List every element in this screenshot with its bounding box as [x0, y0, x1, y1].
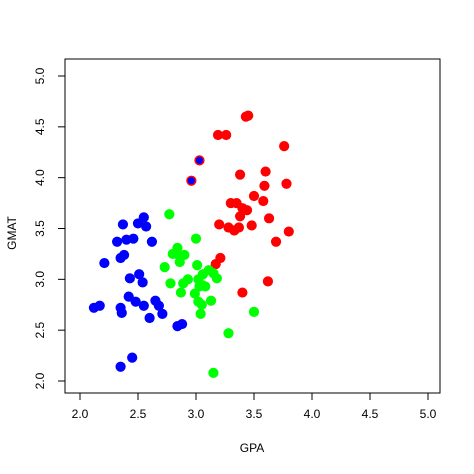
scatter-point	[132, 218, 144, 229]
x-axis-tick-label: 3.0	[188, 407, 205, 421]
x-axis-tick-label: 5.0	[420, 407, 437, 421]
points-layer	[88, 110, 294, 378]
scatter-point	[270, 236, 282, 247]
scatter-point	[233, 222, 245, 233]
x-axis-title: GPA	[240, 441, 264, 455]
scatter-point	[211, 273, 222, 284]
scatter-point	[187, 177, 195, 185]
scatter-point	[121, 234, 132, 245]
y-axis-tick-label: 3.0	[33, 271, 47, 288]
scatter-point	[237, 287, 248, 298]
scatter-point	[134, 269, 145, 280]
scatter-point	[138, 300, 149, 311]
scatter-point	[172, 321, 183, 332]
x-axis-tick-label: 2.0	[72, 407, 89, 421]
scatter-point	[157, 308, 168, 319]
y-axis-tick-label: 4.5	[33, 118, 47, 135]
x-axis-tick-label: 4.5	[362, 407, 379, 421]
scatter-point	[214, 219, 225, 230]
scatter-point	[117, 219, 129, 230]
scatter-point	[189, 288, 200, 299]
scatter-point	[248, 306, 260, 317]
y-axis-tick-label: 2.5	[33, 322, 47, 339]
scatter-point	[165, 278, 176, 289]
scatter-point	[192, 260, 203, 271]
scatter-point	[153, 300, 164, 311]
scatter-point	[196, 299, 207, 310]
x-axis: 2.0 2.5 3.0 3.5 4.0 4.5 5.0	[72, 392, 437, 421]
scatter-point	[127, 352, 138, 363]
scatter-point	[208, 367, 219, 378]
scatter-point	[115, 252, 126, 264]
scatter-point	[246, 220, 257, 231]
scatter-point	[210, 258, 221, 270]
scatter-point	[263, 213, 275, 224]
scatter-point	[130, 296, 141, 307]
scatter-point	[234, 169, 246, 180]
scatter-point	[167, 248, 178, 260]
scatter-point	[283, 226, 294, 237]
scatter-point	[94, 300, 105, 311]
scatter-point	[195, 308, 206, 319]
scatter-point	[178, 278, 189, 289]
scatter-point	[200, 281, 211, 292]
scatter-point	[223, 328, 234, 339]
scatter-point	[112, 236, 123, 247]
scatter-point	[115, 361, 126, 372]
y-axis: 2.0 2.5 3.0 3.5 4.0 4.5 5.0	[33, 67, 66, 389]
scatter-point	[195, 156, 204, 164]
x-axis-tick-label: 2.5	[130, 407, 147, 421]
scatter-point	[281, 178, 292, 189]
scatter-point	[258, 195, 269, 207]
x-axis-tick-label: 4.0	[304, 407, 321, 421]
scatter-point	[234, 211, 246, 222]
scatter-point	[190, 233, 202, 244]
scatter-point	[260, 166, 271, 177]
scatter-point	[99, 257, 110, 269]
scatter-point	[241, 205, 253, 216]
scatter-point	[159, 262, 170, 273]
y-axis-tick-label: 2.0	[33, 372, 47, 389]
scatter-point	[262, 276, 274, 287]
scatter-point	[141, 221, 152, 232]
scatter-point	[243, 110, 254, 121]
scatter-point	[279, 141, 290, 152]
scatter-series-3	[159, 209, 260, 378]
scatter-point	[174, 256, 185, 268]
scatter-point	[146, 236, 158, 247]
scatter-point	[221, 129, 232, 141]
scatter-point	[248, 190, 260, 202]
scatter-point	[144, 312, 155, 324]
y-axis-title: GMAT	[5, 215, 19, 249]
y-axis-tick-label: 3.5	[33, 220, 47, 237]
scatter-point	[137, 277, 148, 288]
scatter-series-2	[88, 156, 204, 372]
scatter-point	[259, 180, 270, 191]
x-axis-tick-label: 3.5	[246, 407, 263, 421]
scatter-point	[124, 273, 135, 284]
y-axis-tick-label: 4.0	[33, 169, 47, 186]
scatter-point	[203, 265, 214, 276]
scatter-point	[164, 209, 175, 220]
scatter-point	[175, 287, 187, 298]
scatter-point	[212, 129, 224, 141]
scatter-point	[205, 295, 217, 306]
y-axis-tick-label: 5.0	[33, 67, 47, 84]
scatter-point	[116, 307, 127, 318]
